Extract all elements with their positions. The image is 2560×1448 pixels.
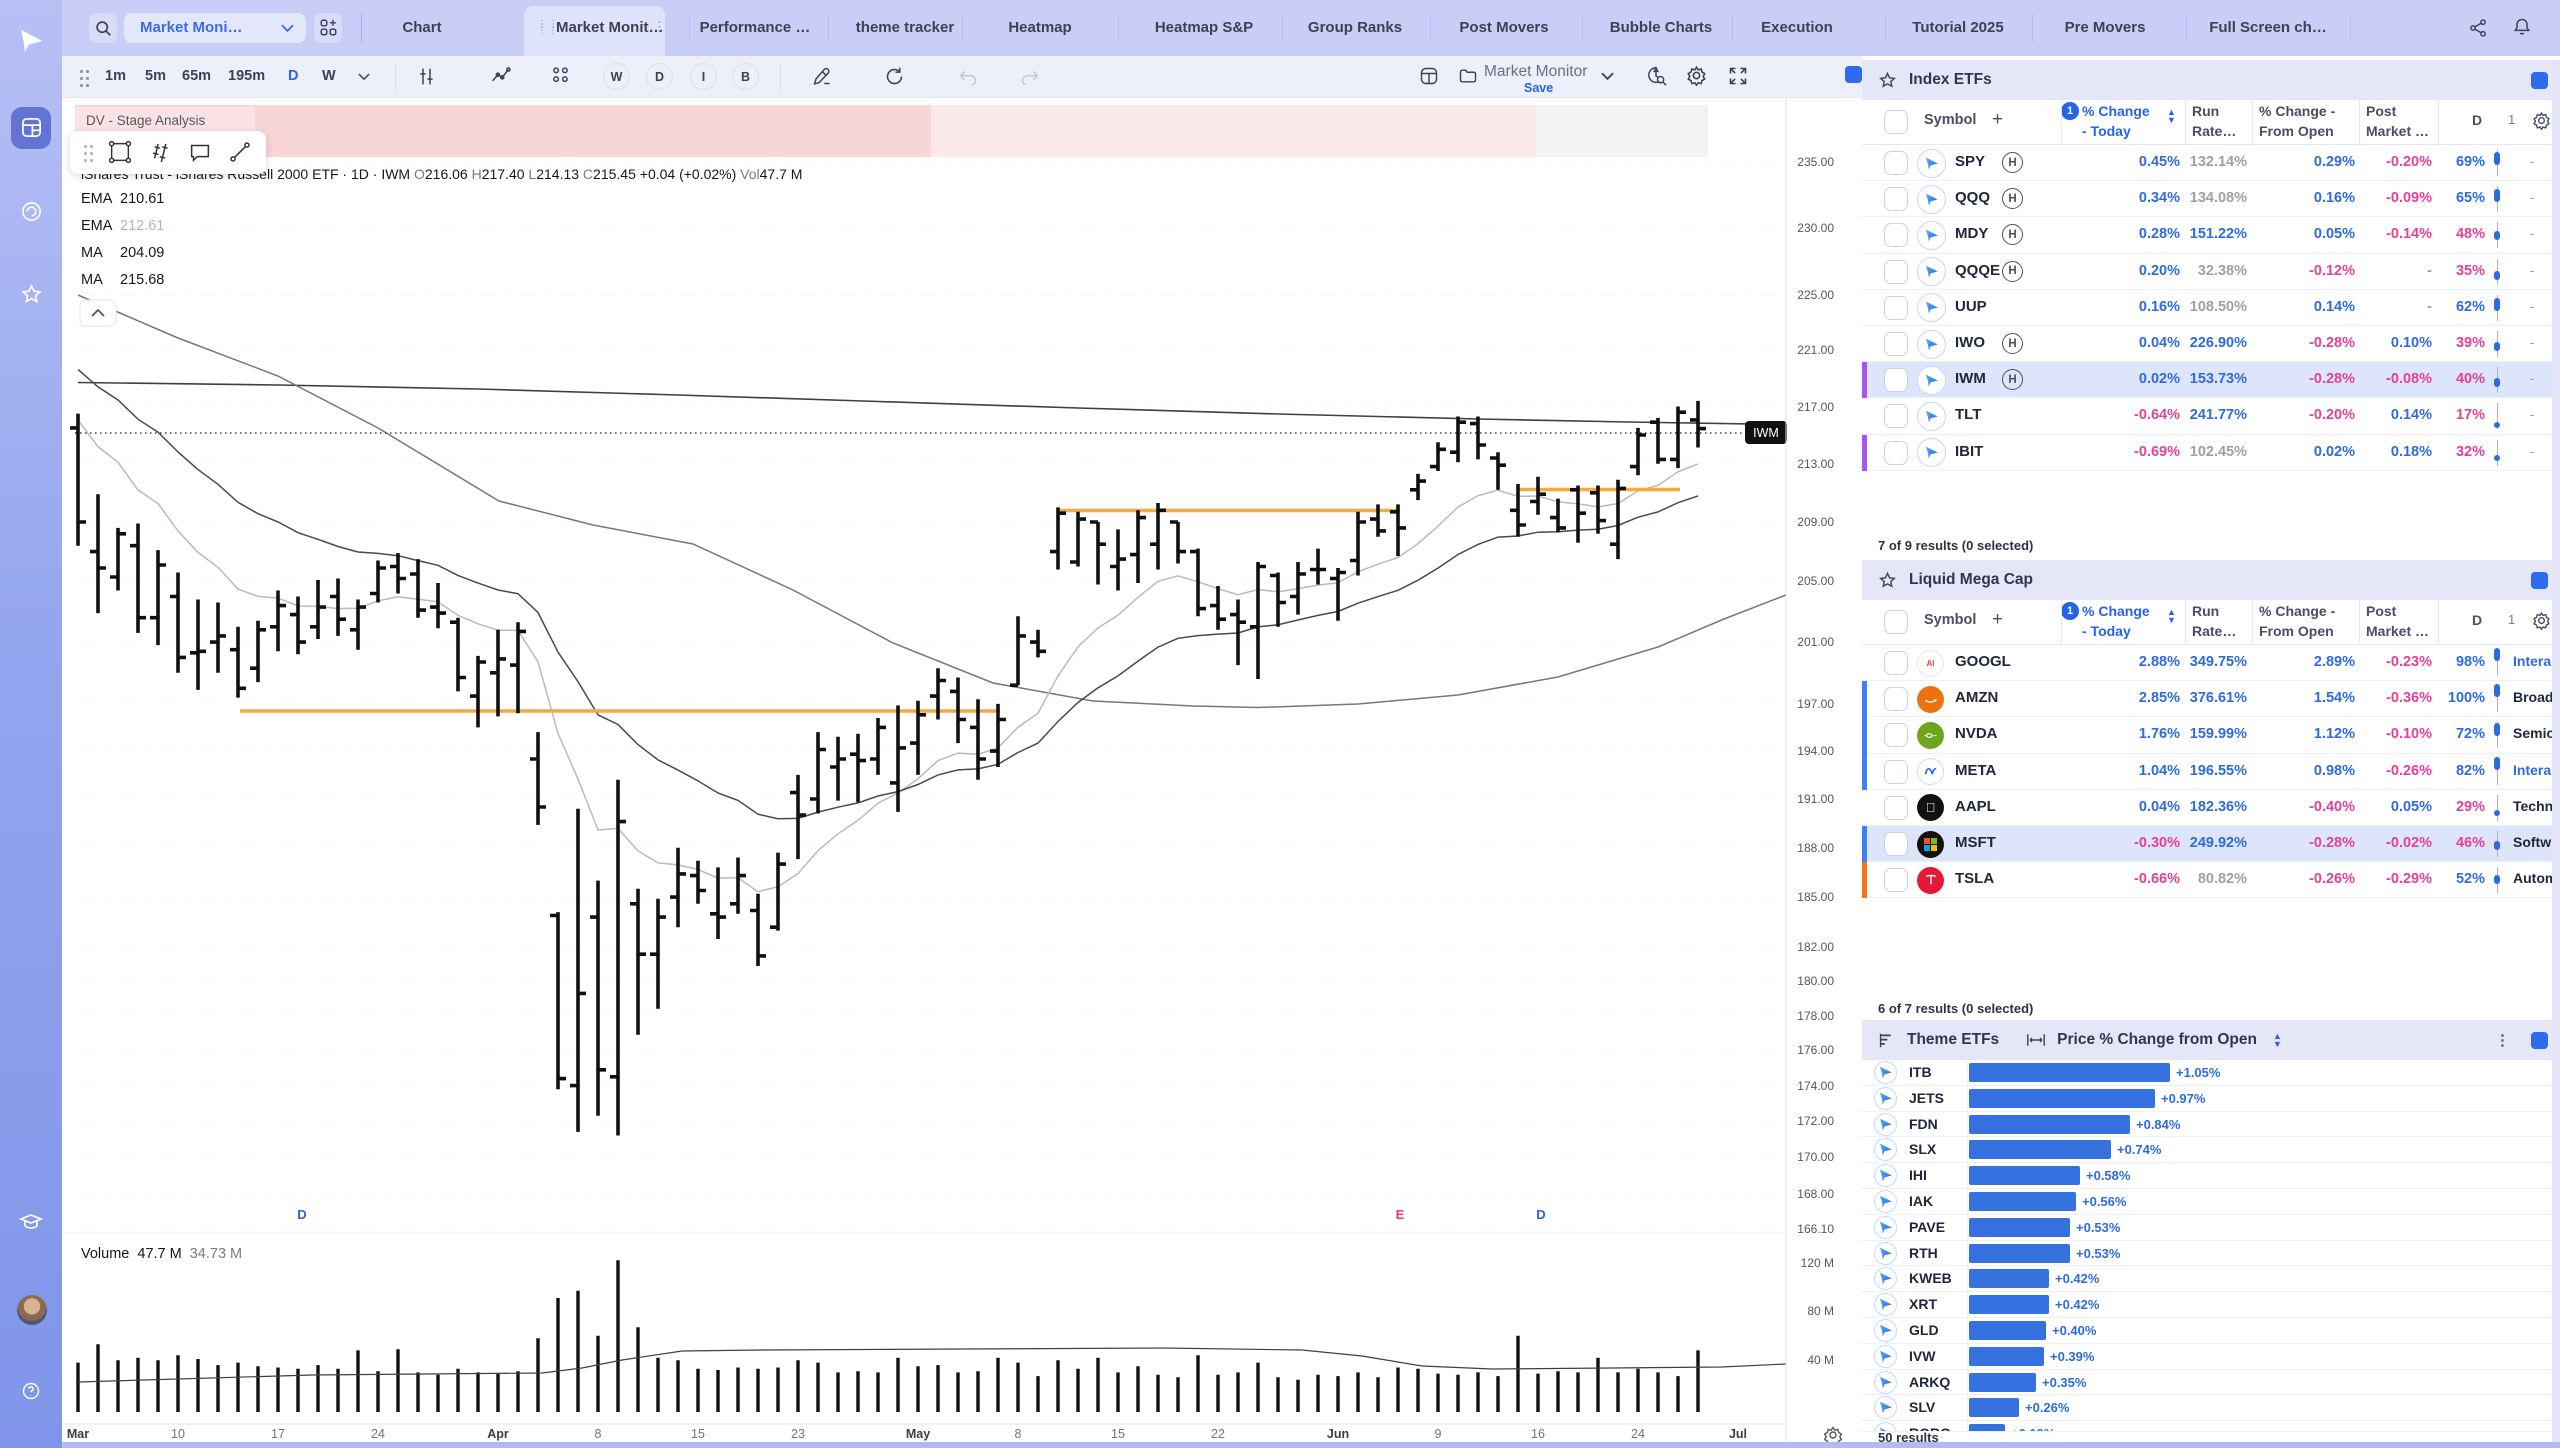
svg-text:221.00: 221.00 <box>1797 343 1834 357</box>
svg-text:172.00: 172.00 <box>1797 1114 1834 1128</box>
svg-text:DV - Stage Analysis: DV - Stage Analysis <box>86 113 206 128</box>
svg-text:120 M: 120 M <box>1801 1256 1834 1270</box>
svg-text:D: D <box>1536 1207 1545 1222</box>
svg-text:D: D <box>297 1207 306 1222</box>
svg-text:8: 8 <box>595 1427 602 1441</box>
svg-text:15: 15 <box>691 1427 705 1441</box>
svg-text:17: 17 <box>271 1427 285 1441</box>
svg-text:23: 23 <box>791 1427 805 1441</box>
svg-text:168.00: 168.00 <box>1797 1187 1834 1201</box>
svg-text:188.00: 188.00 <box>1797 841 1834 855</box>
svg-text:15: 15 <box>1111 1427 1125 1441</box>
svg-text:170.00: 170.00 <box>1797 1150 1834 1164</box>
svg-text:225.00: 225.00 <box>1797 288 1834 302</box>
svg-text:174.00: 174.00 <box>1797 1079 1834 1093</box>
svg-text:8: 8 <box>1015 1427 1022 1441</box>
svg-text:24: 24 <box>371 1427 385 1441</box>
svg-text:194.00: 194.00 <box>1797 744 1834 758</box>
svg-text:235.00: 235.00 <box>1797 155 1834 169</box>
svg-text:Jun: Jun <box>1327 1427 1349 1441</box>
svg-text:Apr: Apr <box>487 1427 509 1441</box>
svg-text:9: 9 <box>1435 1427 1442 1441</box>
svg-text:24: 24 <box>1631 1427 1645 1441</box>
svg-text:166.10: 166.10 <box>1797 1222 1834 1236</box>
svg-text:205.00: 205.00 <box>1797 574 1834 588</box>
svg-text:Jul: Jul <box>1729 1427 1747 1441</box>
svg-text:176.00: 176.00 <box>1797 1043 1834 1057</box>
svg-text:10: 10 <box>171 1427 185 1441</box>
svg-text:Mar: Mar <box>67 1427 89 1441</box>
svg-text:E: E <box>1396 1207 1405 1222</box>
svg-text:201.00: 201.00 <box>1797 635 1834 649</box>
svg-text:213.00: 213.00 <box>1797 457 1834 471</box>
svg-text:May: May <box>906 1427 930 1441</box>
svg-text:191.00: 191.00 <box>1797 792 1834 806</box>
svg-text:16: 16 <box>1531 1427 1545 1441</box>
svg-text:22: 22 <box>1211 1427 1225 1441</box>
svg-text:180.00: 180.00 <box>1797 974 1834 988</box>
svg-text:80 M: 80 M <box>1807 1304 1834 1318</box>
svg-text:IWM: IWM <box>1753 426 1779 440</box>
svg-text:209.00: 209.00 <box>1797 515 1834 529</box>
svg-text:185.00: 185.00 <box>1797 890 1834 904</box>
svg-text:40 M: 40 M <box>1807 1353 1834 1367</box>
svg-text:197.00: 197.00 <box>1797 697 1834 711</box>
svg-text:217.00: 217.00 <box>1797 400 1834 414</box>
svg-text:230.00: 230.00 <box>1797 221 1834 235</box>
svg-text:178.00: 178.00 <box>1797 1009 1834 1023</box>
svg-text:182.00: 182.00 <box>1797 940 1834 954</box>
